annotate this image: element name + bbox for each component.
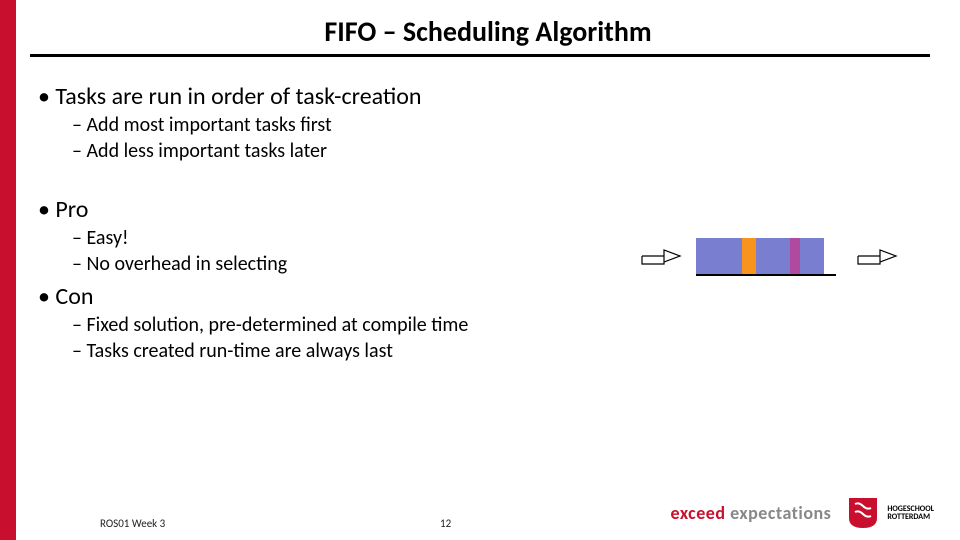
bullet-con: Con: [38, 282, 930, 311]
fifo-bars: [696, 238, 824, 274]
exceed-grey: expectations: [730, 502, 831, 524]
exceed-logo: exceed expectations: [671, 502, 832, 524]
hr-badge-icon: [845, 496, 881, 530]
content: Tasks are run in order of task-creation …: [38, 76, 930, 363]
footer-page-number: 12: [440, 517, 451, 530]
fifo-bar: [756, 238, 790, 274]
subbullet-add-later: Add less important tasks later: [72, 139, 930, 163]
fifo-bar: [800, 238, 824, 274]
subbullet-runtime-last: Tasks created run-time are always last: [72, 339, 930, 363]
fifo-bar: [696, 238, 742, 274]
footer-right: exceed expectations HOGESCHOOL ROTTERDAM: [671, 496, 934, 530]
bullet-tasks: Tasks are run in order of task-creation: [38, 82, 930, 111]
arrow-right-icon: [856, 244, 900, 266]
hr-text: HOGESCHOOL ROTTERDAM: [887, 505, 934, 521]
fifo-underline: [696, 274, 836, 276]
fifo-diagram: [640, 238, 900, 280]
accent-bar: [0, 0, 16, 540]
spacer: [38, 163, 930, 189]
slide: FIFO – Scheduling Algorithm Tasks are ru…: [0, 0, 960, 540]
title-underline: [30, 54, 930, 57]
subbullet-fixed: Fixed solution, pre-determined at compil…: [72, 313, 930, 337]
page-title: FIFO – Scheduling Algorithm: [324, 14, 651, 49]
hogeschool-logo: HOGESCHOOL ROTTERDAM: [845, 496, 934, 530]
exceed-red: exceed: [671, 502, 731, 524]
title-wrap: FIFO – Scheduling Algorithm: [16, 14, 960, 49]
subbullet-add-first: Add most important tasks first: [72, 113, 930, 137]
arrow-left-icon: [640, 244, 684, 266]
hr-line2: ROTTERDAM: [887, 513, 934, 521]
bullet-pro: Pro: [38, 195, 930, 224]
footer-left: ROS01 Week 3: [100, 517, 165, 530]
fifo-bar: [790, 238, 800, 274]
fifo-bar: [742, 238, 756, 274]
